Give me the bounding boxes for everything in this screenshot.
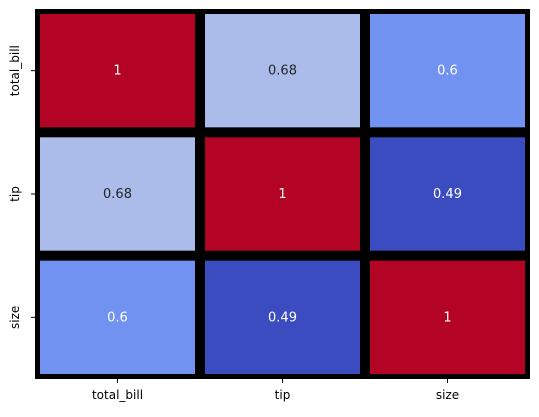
cell-label-total_bill-total_bill: 1 [113,64,121,79]
cell-labels-layer: 1 0.68 0.6 0.68 1 0.49 0.6 0.49 1 [103,64,462,326]
cell-label-size-tip: 0.49 [268,310,297,325]
x-tick-label-total_bill: total_bill [92,388,143,402]
y-tick-label-tip: tip [8,186,22,202]
cell-label-size-size: 1 [443,310,451,325]
y-tick-label-total_bill: total_bill [8,45,22,96]
cell-label-size-total_bill: 0.6 [107,310,128,325]
cells-layer [35,9,530,379]
cell-label-tip-total_bill: 0.68 [103,187,132,202]
x-tick-label-size: size [436,388,459,402]
heatmap-cell-total_bill-size [365,9,530,133]
heatmap-cell-total_bill-tip [200,9,365,133]
cell-label-tip-size: 0.49 [433,187,462,202]
cell-label-tip-tip: 1 [278,187,286,202]
y-tick-label-size: size [8,306,22,329]
cell-label-total_bill-tip: 0.68 [268,64,297,79]
heatmap-cell-size-size [365,255,530,379]
x-tick-label-tip: tip [275,388,291,402]
heatmap-cell-tip-tip [200,132,365,256]
heatmap-cell-tip-total_bill [35,132,200,256]
cell-label-total_bill-size: 0.6 [437,64,458,79]
heatmap-cell-size-total_bill [35,255,200,379]
heatmap-cell-size-tip [200,255,365,379]
heatmap-cell-tip-size [365,132,530,256]
x-axis: total_bill tip size [92,379,459,402]
heatmap-cell-total_bill-total_bill [35,9,200,133]
